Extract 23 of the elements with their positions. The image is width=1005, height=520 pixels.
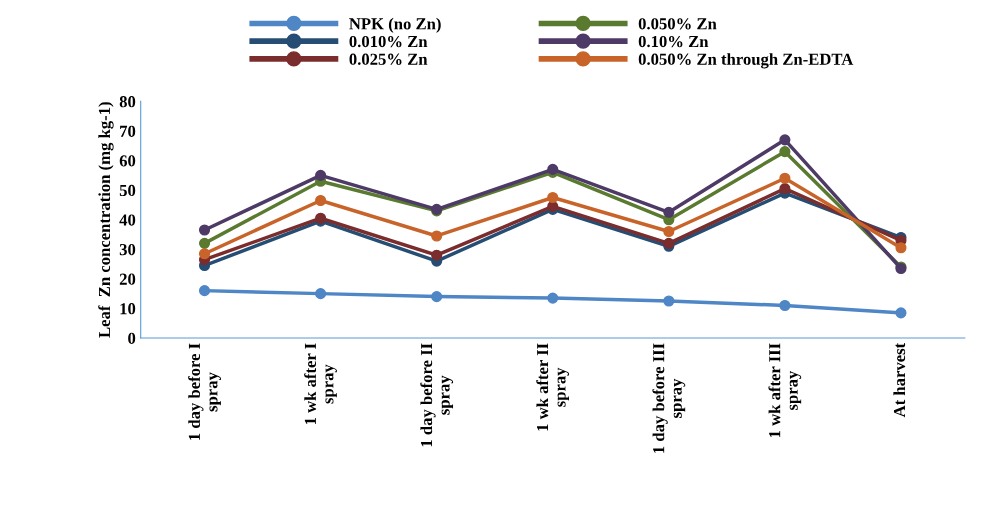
x-tick-label: 1 day before II spray — [420, 343, 454, 447]
x-tick-label: 1 day before III spray — [652, 343, 686, 453]
x-tick-label: 1 wk after II spray — [536, 343, 570, 431]
y-tick-label: 50 — [119, 184, 136, 197]
y-axis-title: Leaf Zn concentration (mg kg-1) — [98, 102, 114, 338]
y-tick-label: 0 — [128, 332, 136, 344]
y-tick-label: 30 — [119, 243, 136, 256]
legend-label: 0.050% Zn through Zn-EDTA — [638, 53, 854, 69]
y-tick-label: 40 — [119, 214, 136, 226]
x-tick-label: 1 wk after III spray — [768, 343, 802, 438]
legend-label: 0.10% Zn — [638, 35, 709, 48]
y-tick-label: 20 — [119, 273, 136, 285]
y-tick-label: 70 — [120, 125, 136, 137]
x-tick-label: 1 day before I spray — [188, 343, 221, 440]
y-tick-label: 80 — [119, 96, 136, 108]
y-tick-label: 10 — [120, 303, 136, 315]
legend-label: 0.025% Zn — [349, 53, 428, 65]
legend-label: 0.050% Zn — [638, 18, 717, 30]
x-tick-label: 1 wk after I spray — [304, 343, 337, 425]
x-tick-label: At harvest — [893, 342, 906, 418]
legend-label: 0.010% Zn — [349, 35, 428, 48]
legend-label: NPK (no Zn) — [349, 17, 441, 33]
y-tick-label: 60 — [119, 155, 136, 167]
